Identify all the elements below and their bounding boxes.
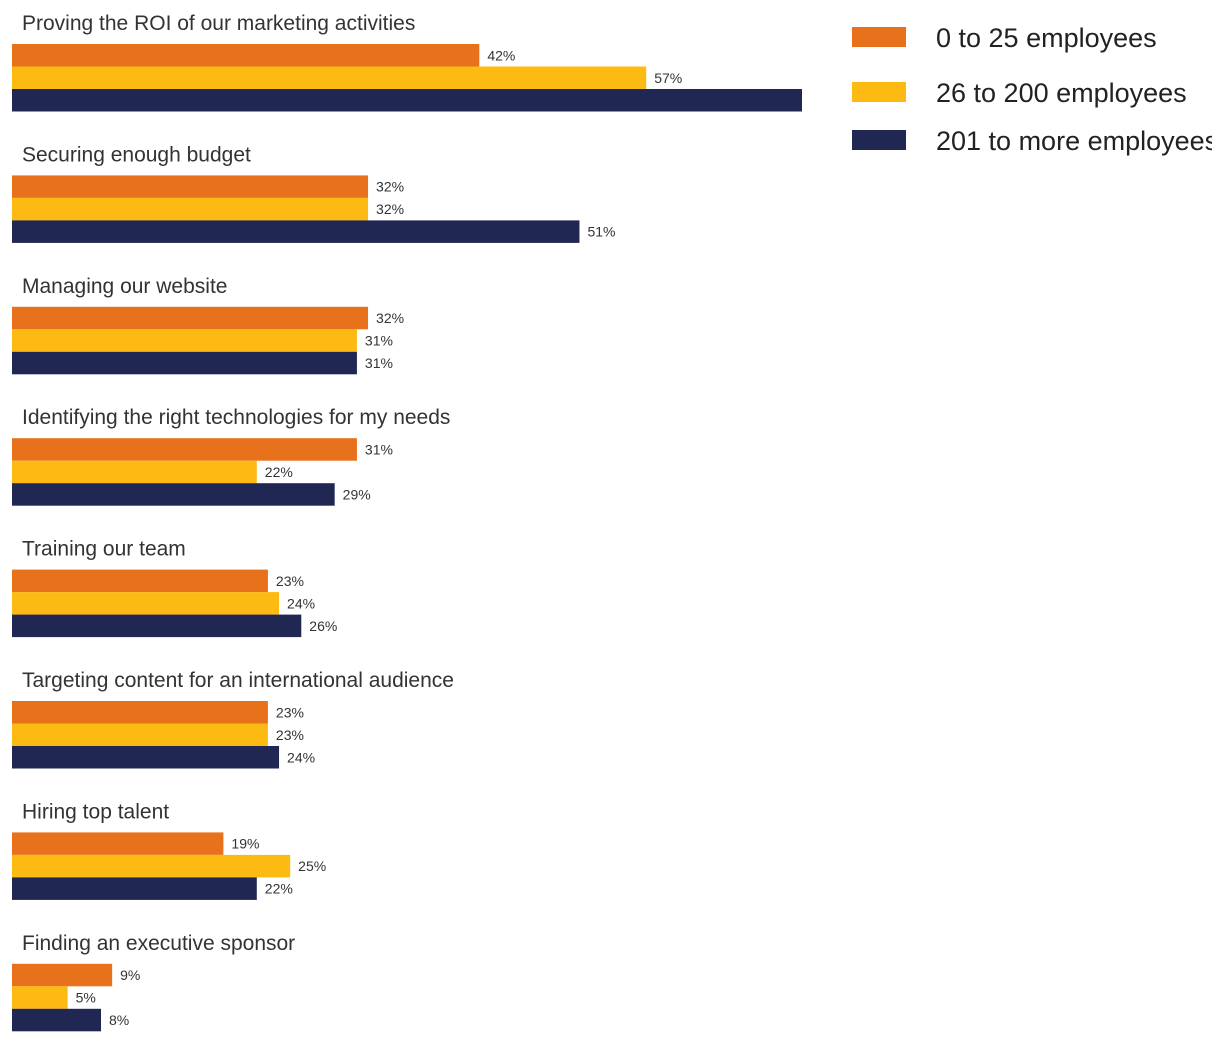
bar xyxy=(12,701,268,724)
category-label: Targeting content for an international a… xyxy=(22,669,454,692)
bar xyxy=(12,438,357,461)
bar xyxy=(12,746,280,769)
category-group: Identifying the right technologies for m… xyxy=(12,406,450,506)
bar xyxy=(12,44,480,67)
data-label: 19% xyxy=(231,836,259,852)
bar xyxy=(12,963,113,987)
data-label: 31% xyxy=(365,355,393,371)
bar xyxy=(12,89,802,112)
bar xyxy=(12,569,268,593)
category-label: Managing our website xyxy=(22,275,227,298)
legend-entry: 26 to 200 employees xyxy=(936,78,1187,108)
bar xyxy=(12,306,369,330)
bar xyxy=(12,351,357,375)
data-label: 32% xyxy=(376,310,404,326)
data-label: 5% xyxy=(76,990,96,1006)
data-label: 57% xyxy=(654,70,682,86)
data-label: 32% xyxy=(376,201,404,217)
data-label: 24% xyxy=(287,595,315,611)
data-label: 9% xyxy=(120,967,140,983)
category-label: Training our team xyxy=(22,538,186,561)
data-label: 42% xyxy=(487,47,515,63)
bar xyxy=(12,483,335,506)
bar xyxy=(12,220,580,243)
data-label: 31% xyxy=(365,333,393,349)
category-group: Proving the ROI of our marketing activit… xyxy=(12,12,802,112)
category-group: Managing our website 32% 31% 31% xyxy=(12,275,404,375)
category-group: Securing enough budget 32% 32% 51% xyxy=(12,143,615,243)
data-label: 22% xyxy=(265,881,293,897)
bar xyxy=(12,614,302,638)
legend-swatch xyxy=(852,130,906,150)
category-label: Identifying the right technologies for m… xyxy=(22,406,450,429)
bar xyxy=(12,175,369,198)
data-label: 22% xyxy=(265,464,293,480)
category-label: Finding an executive sponsor xyxy=(22,932,295,955)
bar xyxy=(12,460,257,484)
bar xyxy=(12,592,280,615)
bar xyxy=(12,832,224,855)
category-group: Training our team 23% 24% 26% xyxy=(12,538,337,638)
bar xyxy=(12,197,369,221)
category-label: Hiring top talent xyxy=(22,800,169,823)
legend-entry: 201 to more employees xyxy=(936,126,1212,156)
data-label: 31% xyxy=(365,441,393,457)
legend-swatch xyxy=(852,27,906,47)
legend-swatch xyxy=(852,82,906,102)
data-label: 32% xyxy=(376,179,404,195)
category-group: Targeting content for an international a… xyxy=(12,669,454,769)
bar xyxy=(12,723,268,746)
data-label: 51% xyxy=(587,224,615,240)
data-label: 23% xyxy=(276,573,304,589)
data-label: 8% xyxy=(109,1012,129,1028)
bar xyxy=(12,854,291,878)
category-group: Finding an executive sponsor 9% 5% 8% xyxy=(12,932,295,1032)
legend: 0 to 25 employees 26 to 200 employees 201 … xyxy=(852,23,1212,156)
bar xyxy=(12,877,257,900)
data-label: 24% xyxy=(287,749,315,765)
data-label: 29% xyxy=(343,486,371,502)
bar xyxy=(12,329,357,352)
data-label: 23% xyxy=(276,727,304,743)
data-label: 26% xyxy=(309,618,337,634)
category-label: Securing enough budget xyxy=(22,143,251,166)
data-label: 23% xyxy=(276,704,304,720)
bar xyxy=(12,66,647,89)
bar xyxy=(12,1008,102,1032)
legend-entry: 0 to 25 employees xyxy=(936,23,1157,53)
category-group: Hiring top talent 19% 25% 22% xyxy=(12,800,326,900)
data-label: 25% xyxy=(298,858,326,874)
category-label: Proving the ROI of our marketing activit… xyxy=(22,12,415,35)
bar xyxy=(12,986,68,1009)
